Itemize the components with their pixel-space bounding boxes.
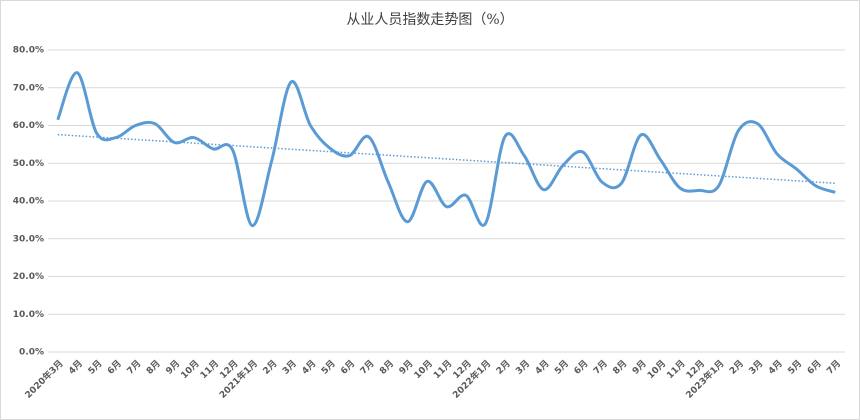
y-tick-label: 10.0% (13, 310, 44, 320)
chart-title: 从业人员指数走势图（%） (346, 12, 513, 28)
series-line (56, 71, 836, 228)
y-tick-label: 80.0% (13, 46, 44, 56)
y-tick-label: 0.0% (19, 348, 44, 358)
y-tick-label: 70.0% (13, 83, 44, 93)
trendline (57, 133, 836, 184)
y-tick-label: 40.0% (13, 197, 44, 207)
y-tick-label: 30.0% (13, 234, 44, 244)
y-tick-label: 60.0% (13, 121, 44, 131)
y-tick-label: 50.0% (13, 159, 44, 169)
y-tick-label: 20.0% (13, 272, 44, 282)
